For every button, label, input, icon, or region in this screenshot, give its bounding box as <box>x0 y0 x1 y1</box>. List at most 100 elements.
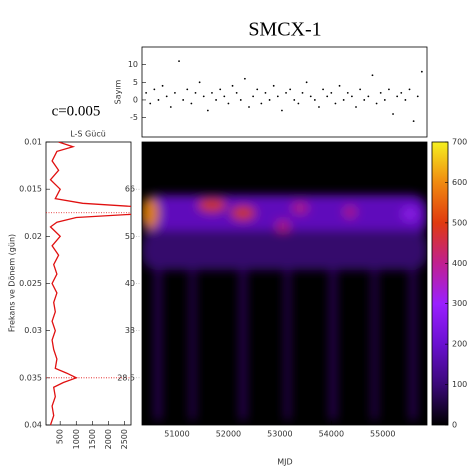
point <box>248 106 250 108</box>
top-y-label: Sayım <box>114 79 123 104</box>
line-group <box>49 142 131 425</box>
left-title: L-S Gücü <box>70 130 106 139</box>
y-tick-label: 0.035 <box>19 373 42 382</box>
point <box>219 88 222 91</box>
point <box>231 84 234 87</box>
point <box>379 91 382 94</box>
colorbar-tick-label: 100 <box>452 380 467 389</box>
point <box>412 120 415 123</box>
point <box>174 91 176 94</box>
point <box>297 102 300 105</box>
point <box>305 81 308 84</box>
colorbar-tick-label: 300 <box>452 299 467 308</box>
point <box>396 95 399 98</box>
point <box>223 95 226 98</box>
point <box>326 95 329 98</box>
colorbar-tick-label: 600 <box>452 178 467 187</box>
point <box>182 99 185 101</box>
point <box>264 91 267 94</box>
point <box>420 70 423 73</box>
point <box>342 99 345 101</box>
x-tick-label: 55000 <box>370 430 395 439</box>
point <box>355 106 357 108</box>
x-tick-label: 54000 <box>319 430 344 439</box>
point <box>268 99 271 101</box>
point <box>350 95 353 98</box>
y-tick-label: -5 <box>130 113 138 122</box>
point <box>371 74 374 77</box>
y-tick-label: 5 <box>133 78 138 87</box>
annotation: c=0.005 <box>52 103 101 119</box>
y-tick-label: 0.02 <box>24 232 42 241</box>
point <box>202 95 205 98</box>
x-tick-label: 51000 <box>164 430 189 439</box>
x-label: MJD <box>277 458 292 467</box>
point <box>400 91 403 94</box>
period-label: 66 <box>125 185 135 194</box>
x-tick-label: 52000 <box>216 430 241 439</box>
point <box>346 91 349 94</box>
point <box>178 60 180 63</box>
x-tick-label: 53000 <box>267 430 292 439</box>
point <box>194 91 197 94</box>
point <box>190 102 193 105</box>
point <box>272 84 275 87</box>
title: SMCX-1 <box>248 19 321 41</box>
y-tick-label: 0.025 <box>19 279 42 288</box>
point <box>145 91 148 94</box>
point <box>375 102 378 105</box>
y-tick-label: 0.015 <box>19 185 42 194</box>
point <box>276 95 279 98</box>
point <box>363 99 366 101</box>
point <box>169 106 172 108</box>
point <box>206 109 209 112</box>
point <box>252 95 255 98</box>
colorbar-tick-label: 400 <box>452 259 467 268</box>
point <box>186 88 189 91</box>
point <box>322 88 324 91</box>
point <box>215 99 217 101</box>
point <box>293 99 296 101</box>
x-tick-label: 2000 <box>104 429 113 449</box>
x-tick-label: 1000 <box>72 429 81 449</box>
period-label: 40 <box>125 279 135 288</box>
point <box>334 102 337 105</box>
point <box>260 102 263 105</box>
point <box>165 95 168 98</box>
left-frame <box>45 141 132 426</box>
point <box>388 88 390 91</box>
period-label: 28.5 <box>117 373 135 382</box>
point <box>416 95 419 98</box>
point <box>330 91 333 94</box>
y-tick-label: 10 <box>128 60 138 69</box>
colorbar-tick-label: 500 <box>452 218 467 227</box>
point <box>367 95 370 98</box>
point <box>289 88 292 91</box>
y-tick-label: 0.01 <box>24 138 42 147</box>
x-tick-label: 500 <box>56 429 65 444</box>
point <box>281 109 283 112</box>
colorbar <box>431 141 449 426</box>
period-label: 33 <box>125 326 135 335</box>
colorbar-tick-label: 0 <box>452 421 457 430</box>
point <box>227 102 230 105</box>
point <box>313 99 316 101</box>
y-tick-label: 0 <box>133 95 138 104</box>
left-y-label: Frekans ve Dönem (gün) <box>8 234 17 332</box>
point <box>256 88 259 91</box>
point <box>383 99 386 101</box>
point <box>239 99 242 101</box>
point <box>408 88 411 91</box>
x-tick-label: 2500 <box>120 429 129 449</box>
colorbar-tick-label: 700 <box>452 138 467 147</box>
point <box>211 91 213 94</box>
colorbar-tick-label: 200 <box>452 340 467 349</box>
top-frame <box>141 46 428 138</box>
point <box>404 99 407 101</box>
x-tick-label: 1500 <box>88 429 97 449</box>
heatmap-image <box>142 142 427 425</box>
point <box>157 99 160 101</box>
y-tick-label: 0.03 <box>24 326 42 335</box>
point <box>301 91 304 94</box>
